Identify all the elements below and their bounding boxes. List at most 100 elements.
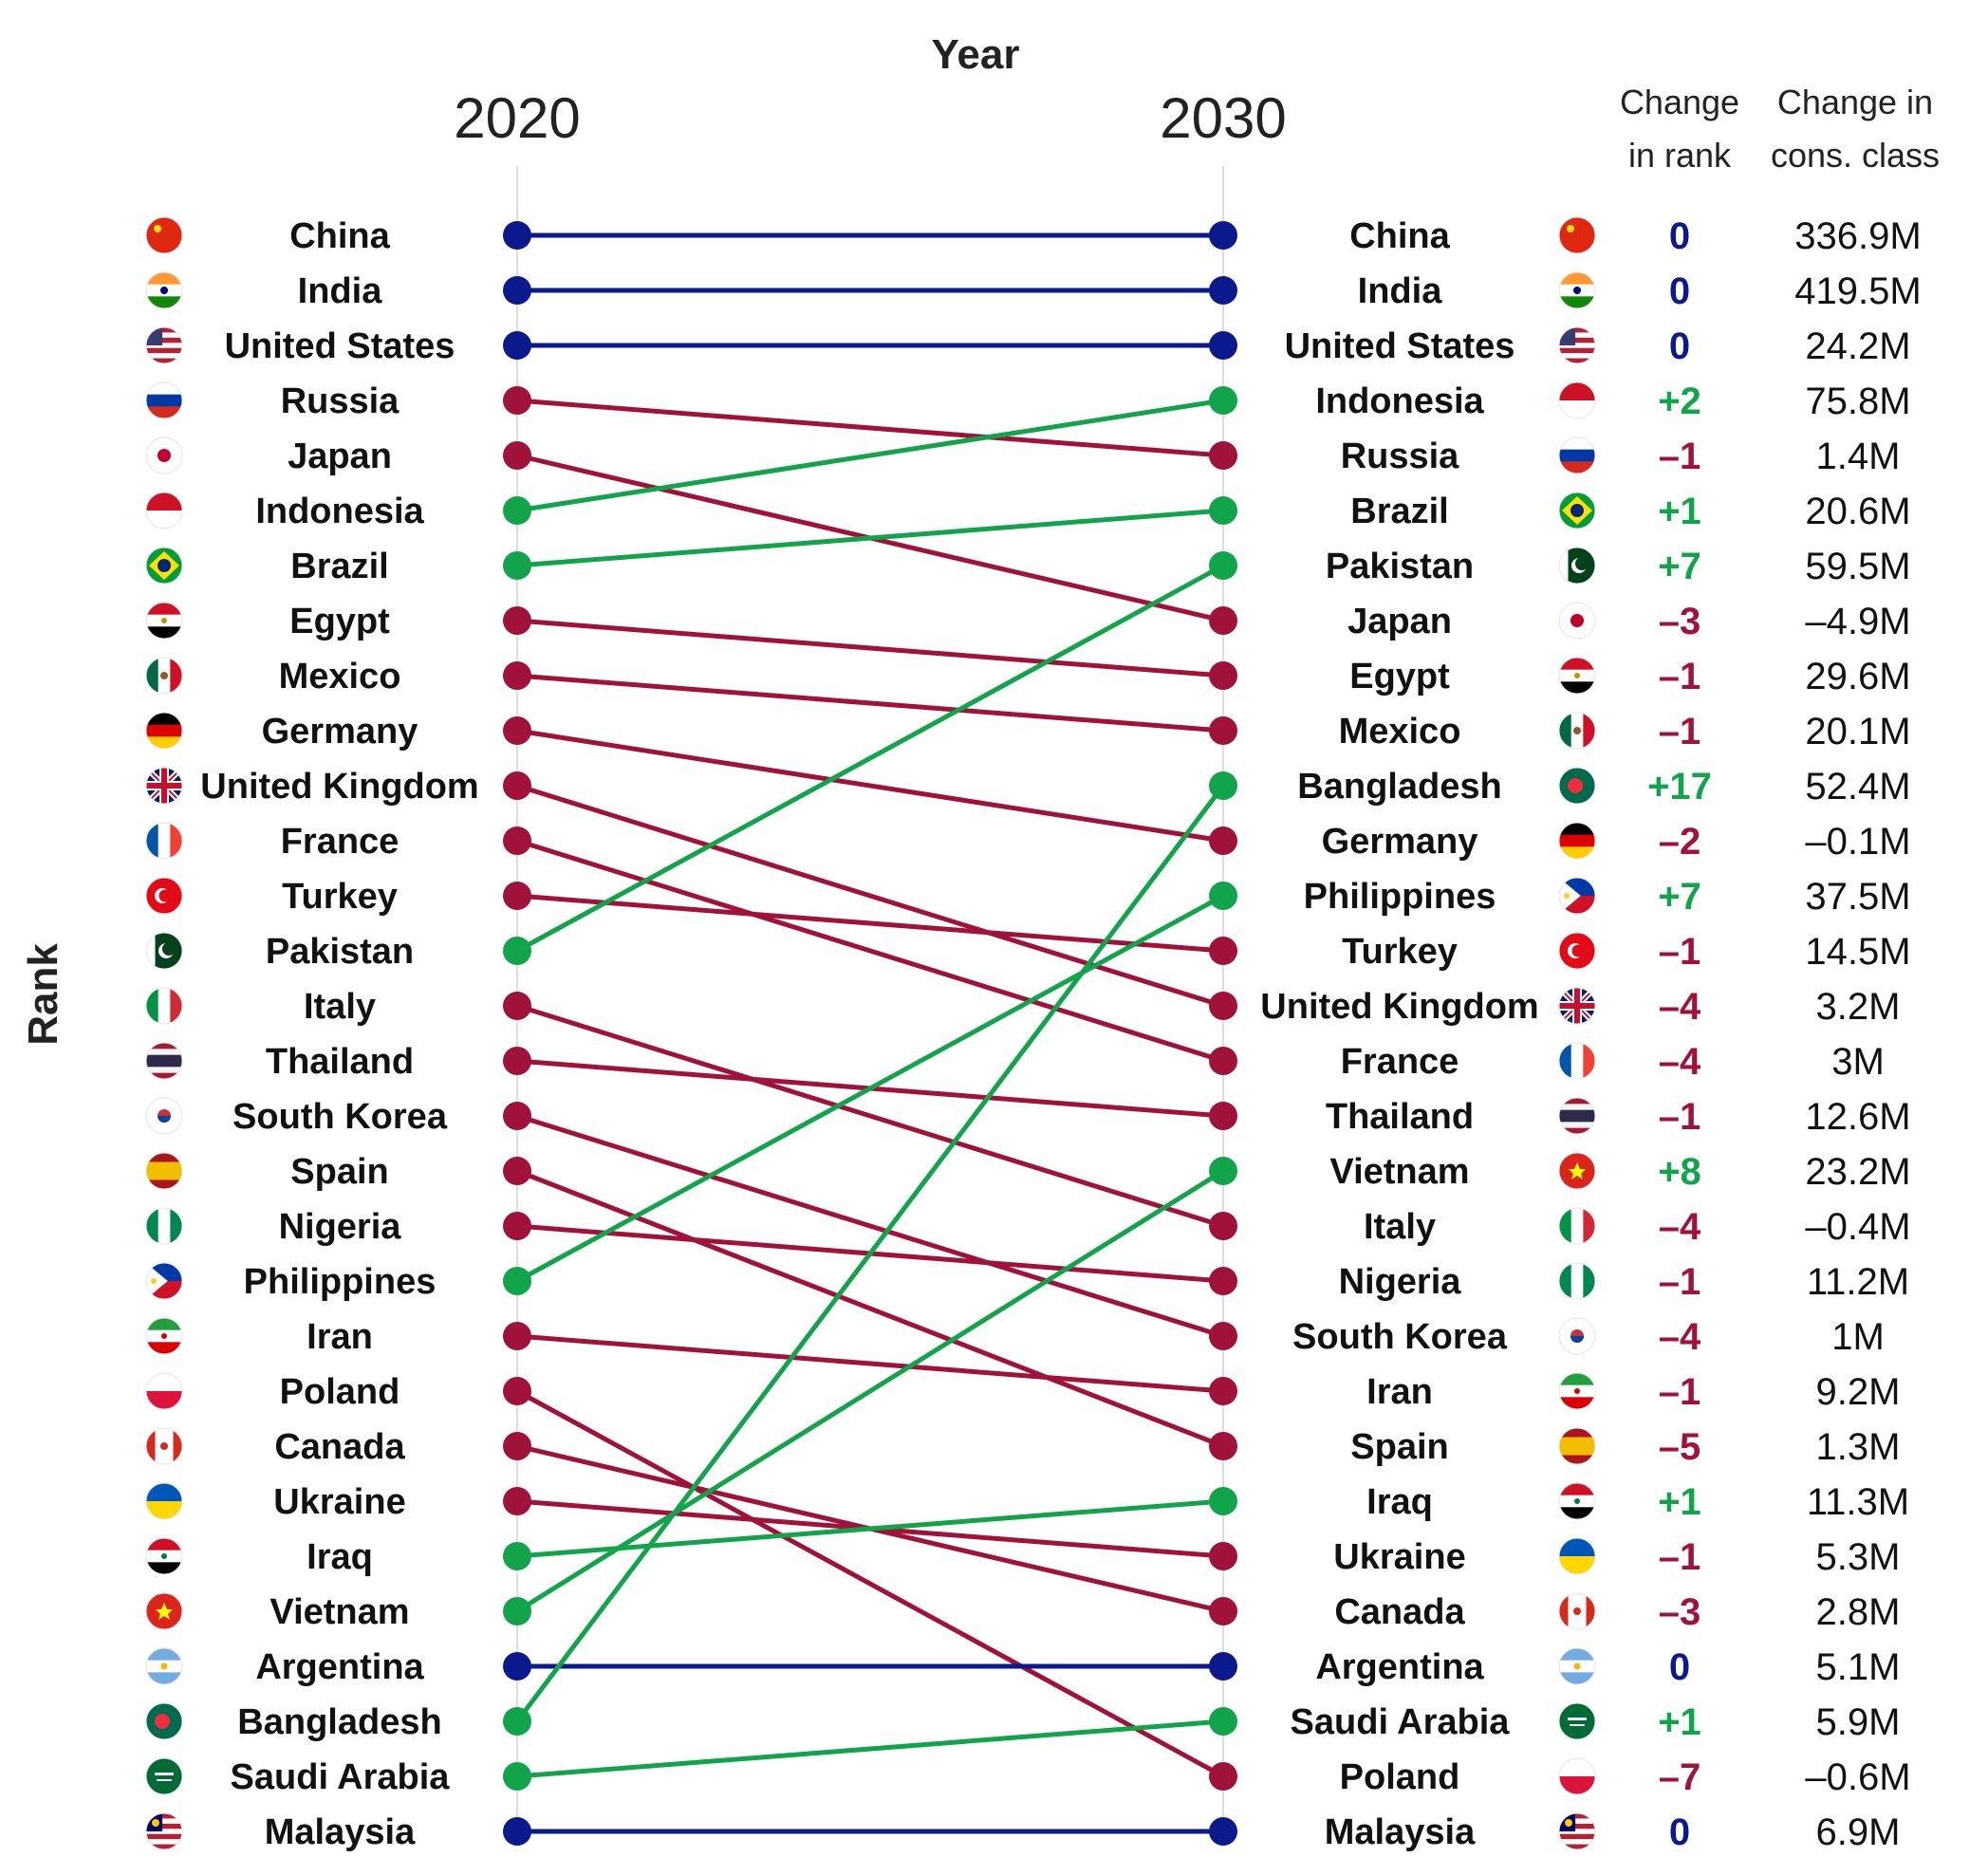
dot-2030-vietnam — [1209, 1157, 1237, 1185]
change-in-cons-class-value: 2.8M — [1816, 1591, 1901, 1633]
slope-lines — [514, 232, 1226, 1834]
slope-line-mexico — [514, 673, 1226, 734]
change-in-cons-class-value: 3.2M — [1816, 986, 1901, 1028]
country-label-2020: Japan — [288, 436, 392, 476]
flag-vietnam-icon — [145, 1592, 183, 1630]
country-label-2030: Iraq — [1366, 1482, 1433, 1522]
change-in-rank-value: 0 — [1669, 270, 1690, 312]
flag-russia-icon — [1558, 436, 1596, 474]
flag-turkey-icon — [145, 877, 183, 915]
country-label-2030: Thailand — [1326, 1097, 1474, 1137]
dot-2020-mexico — [503, 661, 531, 690]
flag-italy-icon — [1558, 1207, 1596, 1245]
dot-2030-china — [1209, 221, 1237, 250]
slope-line-south-korea — [514, 1113, 1226, 1339]
dot-2020-china — [503, 221, 531, 250]
change-in-rank-value: 0 — [1669, 1811, 1690, 1853]
rank-dots — [503, 221, 1237, 1846]
change-in-rank-value: –5 — [1659, 1426, 1701, 1468]
slope-line-bangladesh — [514, 783, 1226, 1724]
flag-saudi-arabia-icon — [1558, 1702, 1596, 1740]
change-in-cons-class-value: 75.8M — [1805, 381, 1910, 422]
country-label-2020: Indonesia — [255, 492, 424, 531]
flag-germany-icon — [1558, 822, 1596, 860]
change-in-rank-value: –4 — [1659, 986, 1701, 1028]
dot-2020-vietnam — [503, 1597, 531, 1625]
dot-2020-united-states — [503, 331, 531, 360]
flag-spain-icon — [1558, 1427, 1596, 1465]
change-in-cons-class-value: 5.1M — [1816, 1646, 1901, 1688]
flag-china-icon — [1558, 216, 1596, 254]
dot-2030-south-korea — [1209, 1322, 1237, 1350]
dot-2020-egypt — [503, 606, 531, 635]
flag-brazil-icon — [1558, 492, 1596, 529]
country-label-2030: Poland — [1340, 1757, 1460, 1797]
country-label-2030: Spain — [1350, 1427, 1448, 1467]
dot-2030-france — [1209, 1047, 1237, 1075]
dot-2020-philippines — [503, 1267, 531, 1295]
country-label-2030: India — [1358, 271, 1443, 311]
country-label-2020: China — [289, 216, 390, 256]
country-label-2030: Argentina — [1315, 1647, 1484, 1687]
flag-philippines-icon — [145, 1262, 183, 1300]
change-in-cons-class-value: 12.6M — [1805, 1096, 1910, 1138]
change-in-cons-class-value: 9.2M — [1816, 1371, 1901, 1413]
change-in-cons-class-value: –0.4M — [1805, 1206, 1910, 1248]
dot-2020-russia — [503, 386, 531, 415]
country-label-2030: Canada — [1334, 1592, 1465, 1632]
change-in-rank-value: –1 — [1659, 1536, 1701, 1578]
change-in-rank-value: –1 — [1659, 436, 1701, 477]
country-label-2020: Malaysia — [265, 1812, 416, 1852]
change-in-cons-class-value: 11.3M — [1807, 1481, 1909, 1523]
country-label-2020: Philippines — [244, 1262, 437, 1302]
change-in-cons-class-value: 336.9M — [1794, 215, 1921, 257]
dot-2020-poland — [503, 1377, 531, 1405]
flag-turkey-icon — [1558, 932, 1596, 970]
flag-philippines-icon — [1558, 877, 1596, 915]
country-label-2030: Mexico — [1339, 712, 1461, 752]
country-label-2020: United Kingdom — [200, 767, 478, 807]
dot-2030-thailand — [1209, 1102, 1237, 1130]
flag-canada-icon — [1558, 1592, 1596, 1630]
slope-line-france — [514, 838, 1226, 1064]
country-label-2020: South Korea — [232, 1097, 448, 1137]
flag-saudi-arabia-icon — [145, 1757, 183, 1795]
dot-2020-saudi-arabia — [503, 1762, 531, 1791]
flag-nigeria-icon — [145, 1207, 183, 1245]
country-label-2030: Italy — [1364, 1207, 1436, 1247]
flag-egypt-icon — [145, 602, 183, 640]
country-label-2030: France — [1341, 1042, 1459, 1082]
slope-line-vietnam — [514, 1168, 1226, 1614]
country-label-2020: Nigeria — [279, 1207, 402, 1247]
dot-2030-bangladesh — [1209, 771, 1237, 800]
change-in-rank-value: –2 — [1659, 821, 1701, 863]
x-axis-title: Year — [932, 31, 1020, 78]
change-in-rank-value: 0 — [1669, 1646, 1690, 1688]
dot-2020-japan — [503, 441, 531, 470]
dot-2030-pakistan — [1209, 551, 1237, 580]
country-label-2030: Egypt — [1349, 657, 1450, 697]
flag-argentina-icon — [145, 1647, 183, 1685]
flag-pakistan-icon — [1558, 547, 1596, 585]
change-in-rank-value: +7 — [1658, 546, 1701, 587]
country-label-2030: Russia — [1341, 436, 1459, 476]
change-in-rank-header-line1: Change — [1620, 83, 1739, 121]
country-label-2030: Bangladesh — [1297, 767, 1501, 807]
dot-2020-malaysia — [503, 1817, 531, 1846]
country-label-2030: Philippines — [1304, 877, 1496, 917]
change-in-rank-value: +1 — [1658, 1701, 1701, 1743]
country-label-2020: Argentina — [255, 1647, 424, 1687]
year-2030-label: 2030 — [1160, 86, 1286, 150]
change-in-rank-value: 0 — [1669, 215, 1690, 257]
change-in-rank-value: 0 — [1669, 325, 1690, 367]
flag-poland-icon — [1558, 1757, 1596, 1795]
slope-line-united-kingdom — [514, 783, 1226, 1009]
dot-2030-malaysia — [1209, 1817, 1237, 1846]
dot-2030-iraq — [1209, 1487, 1237, 1515]
flag-nigeria-icon — [1558, 1262, 1596, 1300]
flag-indonesia-icon — [145, 492, 183, 529]
change-in-cons-class-value: 1M — [1831, 1316, 1885, 1358]
flag-china-icon — [145, 216, 183, 254]
change-in-rank-value: +1 — [1658, 491, 1701, 532]
